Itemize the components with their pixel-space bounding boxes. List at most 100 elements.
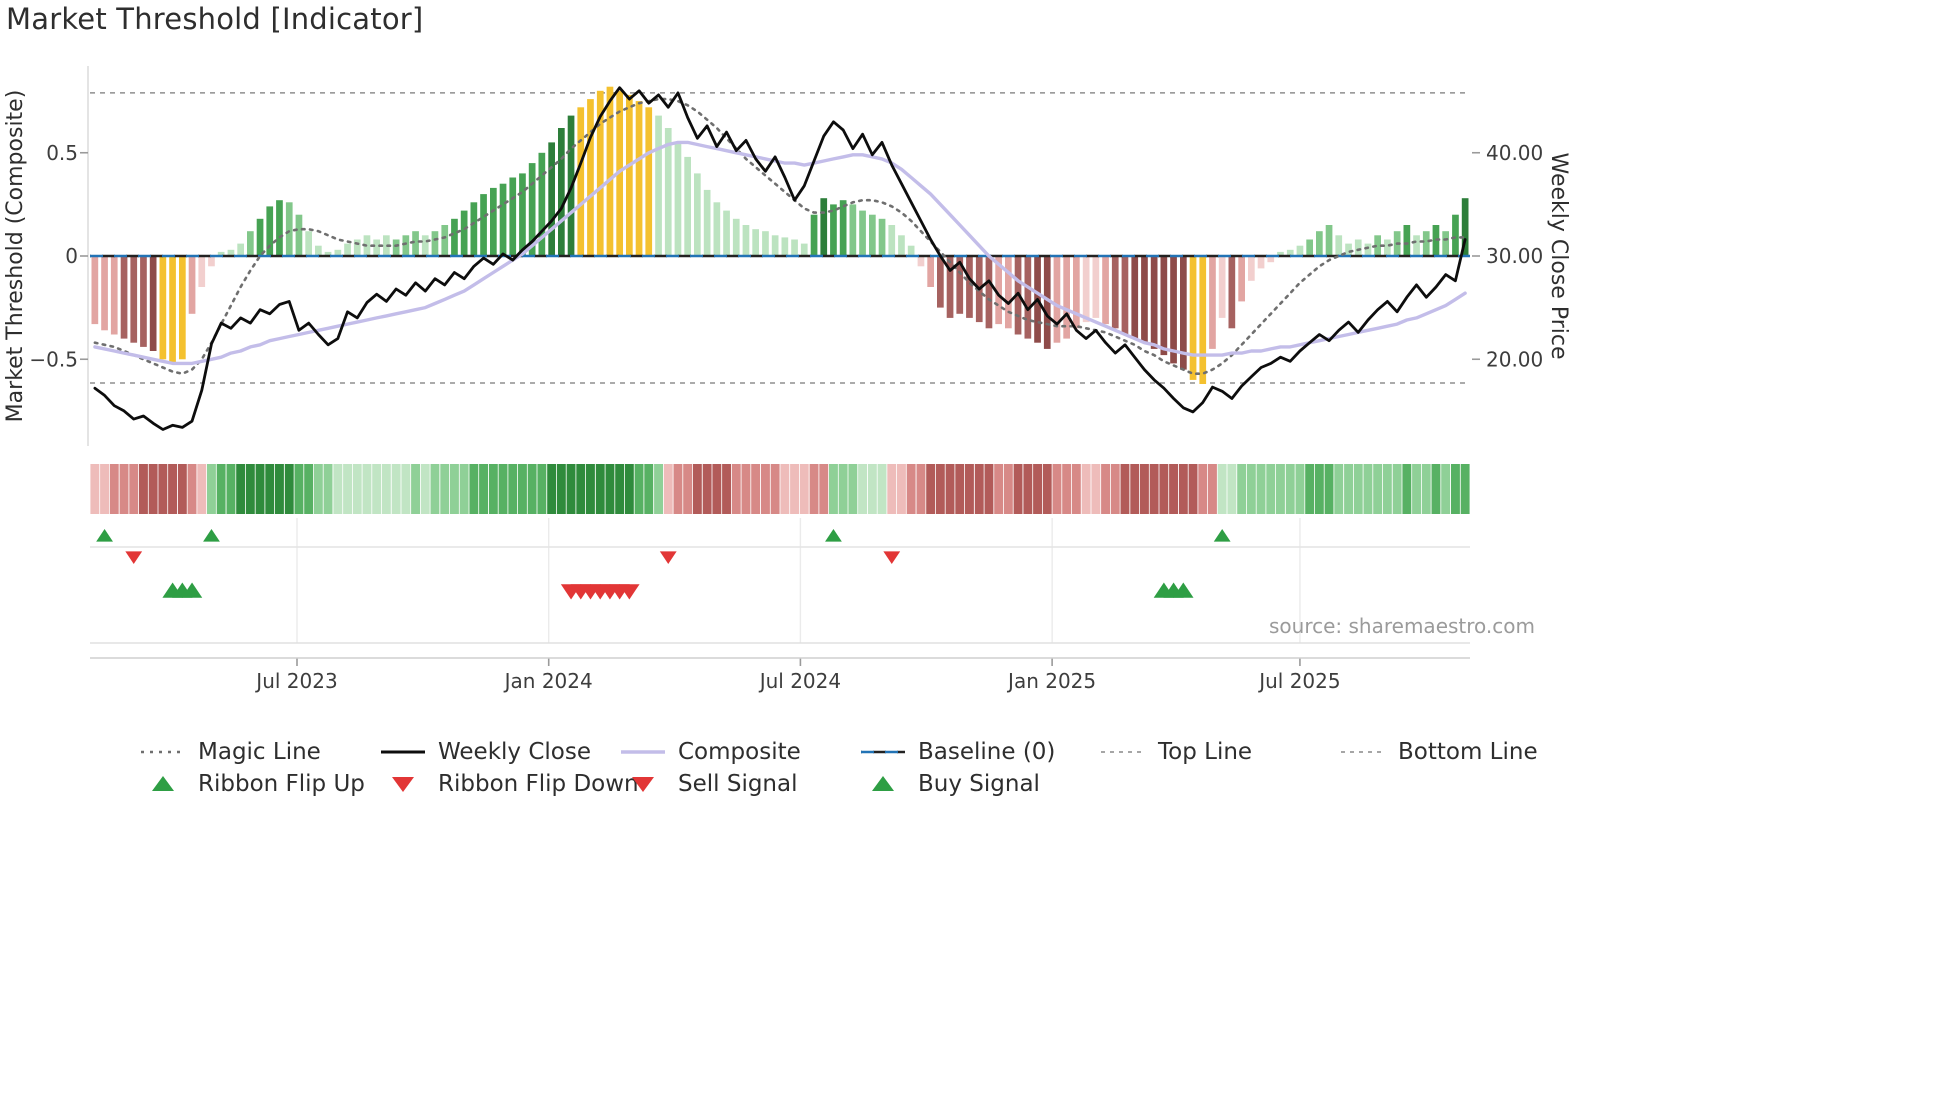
ribbon-cell: [916, 464, 926, 514]
ribbon-cell: [547, 464, 557, 514]
threshold-bar: [626, 94, 633, 257]
ribbon-cell: [1169, 464, 1178, 514]
threshold-bar: [1053, 256, 1061, 343]
ribbon-cell: [1421, 464, 1431, 514]
threshold-bar: [247, 231, 254, 256]
ribbon-cell: [663, 464, 673, 514]
ribbon-cell: [741, 464, 751, 514]
threshold-bar: [402, 235, 410, 256]
ribbon-cell: [1246, 464, 1256, 514]
ribbon-cell: [1256, 464, 1266, 514]
threshold-bar: [1422, 231, 1430, 256]
ribbon-cell: [109, 464, 119, 514]
weekly-close-line: [93, 86, 1467, 431]
threshold-bar: [577, 107, 585, 256]
ribbon-cell: [459, 464, 469, 514]
ribbon-cell: [323, 464, 333, 514]
composite-line: [93, 140, 1467, 366]
threshold-bar: [752, 229, 759, 256]
ribbon-cell: [1227, 464, 1237, 514]
ribbon-cell: [129, 464, 139, 514]
ribbon-cell: [1353, 464, 1363, 514]
ribbon-cell: [255, 464, 265, 514]
threshold-bar: [344, 243, 351, 256]
ribbon-cell: [790, 464, 799, 514]
triangle-down-icon: [632, 777, 654, 792]
legend-label: Bottom Line: [1398, 739, 1538, 765]
ribbon-cell: [1188, 464, 1198, 514]
threshold-bar: [684, 156, 691, 256]
legend-item-composite: Composite: [620, 739, 860, 765]
x-tick-label: Jul 2024: [758, 669, 841, 693]
chart-title: Market Threshold [Indicator]: [6, 2, 424, 36]
right-tick-label: 30.00: [1486, 244, 1543, 268]
ribbon-cell: [935, 464, 945, 514]
threshold-bar: [1442, 231, 1449, 256]
threshold-bar: [208, 256, 215, 267]
ribbon-cell: [207, 464, 216, 514]
threshold-bar: [927, 256, 934, 287]
threshold-bar: [305, 231, 312, 256]
threshold-bar: [412, 231, 419, 256]
threshold-bar: [1354, 239, 1362, 256]
ribbon-cell: [819, 464, 829, 514]
ribbon-cell: [1140, 464, 1149, 514]
threshold-bar: [237, 243, 244, 256]
threshold-bar: [791, 239, 798, 256]
threshold-bar: [937, 256, 944, 308]
ribbon-cell: [430, 464, 440, 514]
ribbon-cell: [994, 464, 1004, 514]
left-tick-label: 0: [65, 244, 78, 268]
threshold-bar: [315, 245, 322, 256]
threshold-bar: [1286, 249, 1294, 256]
ribbon-cell: [683, 464, 693, 514]
ribbon-cell: [1120, 464, 1130, 514]
legend-label: Buy Signal: [918, 771, 1040, 797]
ribbon-cell: [177, 464, 187, 514]
triangle-up-icon: [872, 776, 894, 791]
threshold-bar: [169, 256, 176, 364]
legend-item-ribbon-flip-up: Ribbon Flip Up: [140, 771, 380, 797]
threshold-bar: [528, 163, 536, 256]
ribbon-flip-up-triangle-up-icon: [203, 529, 220, 542]
legend-item-baseline-0-: Baseline (0): [860, 739, 1100, 765]
threshold-bar: [1374, 235, 1381, 256]
threshold-bar: [353, 239, 361, 256]
ribbon-cell: [1110, 464, 1120, 514]
ribbon-cell: [926, 464, 936, 514]
ribbon-cell: [139, 464, 148, 514]
threshold-bar: [159, 256, 167, 360]
ribbon-cell: [1159, 464, 1169, 514]
ribbon-cell: [615, 464, 625, 514]
ribbon-cell: [90, 464, 100, 514]
ribbon-cell: [158, 464, 168, 514]
threshold-bar: [917, 256, 925, 267]
threshold-bar: [1267, 256, 1275, 263]
threshold-bar: [907, 245, 915, 256]
threshold-bar: [985, 256, 993, 329]
x-tick-label: Jul 2023: [254, 669, 337, 693]
threshold-bar: [655, 115, 662, 256]
ribbon-cell: [1314, 464, 1324, 514]
ribbon-cell: [197, 464, 207, 514]
threshold-bar: [849, 204, 857, 256]
magic-line: [93, 97, 1467, 376]
ribbon-cell: [858, 464, 867, 514]
ribbon-cell: [1071, 464, 1081, 514]
legend-row-1: Magic Line Weekly Close Composite Baseline …: [140, 736, 1640, 768]
source-text: source: sharemaestro.com: [1269, 614, 1535, 638]
ribbon-cell: [1402, 464, 1412, 514]
threshold-bar: [1316, 231, 1323, 256]
ribbon-cell: [965, 464, 974, 514]
buy-signal-triangle-up-icon: [1173, 582, 1194, 598]
ribbon-cell: [984, 464, 994, 514]
ribbon-cell: [1023, 464, 1033, 514]
threshold-bar: [1092, 256, 1100, 318]
ribbon-cell: [537, 464, 547, 514]
ribbon-cell: [838, 464, 848, 514]
ribbon-cell: [644, 464, 654, 514]
ribbon-cell: [1451, 464, 1460, 514]
ribbon-cell: [488, 464, 498, 514]
legend-label: Ribbon Flip Down: [438, 771, 639, 797]
ribbon-cell: [829, 464, 838, 514]
